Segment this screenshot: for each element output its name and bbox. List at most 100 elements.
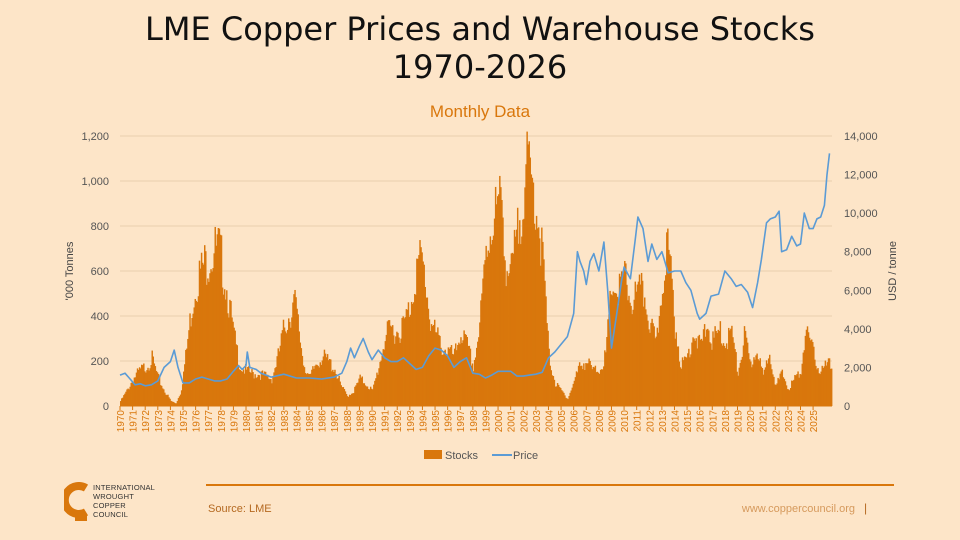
stocks-bar — [336, 378, 338, 406]
stocks-bar — [778, 379, 780, 406]
stocks-bar — [445, 355, 447, 406]
legend-stocks-label: Stocks — [445, 450, 479, 462]
stocks-bar — [599, 369, 602, 406]
stocks-bar — [541, 227, 543, 406]
stocks-bar — [432, 324, 435, 406]
stocks-bar — [486, 256, 488, 406]
stocks-bar — [421, 252, 423, 406]
stocks-bar — [499, 175, 501, 406]
stocks-bar — [438, 334, 440, 406]
stocks-bar — [436, 332, 438, 406]
stocks-bar — [820, 371, 822, 406]
stocks-bar — [175, 403, 178, 406]
y-right-axis-title: USD / tonne — [887, 241, 899, 301]
stocks-bar — [473, 359, 476, 406]
stocks-bar — [391, 325, 394, 406]
stocks-bar — [513, 229, 516, 406]
stocks-bar — [148, 370, 150, 406]
stocks-bar — [160, 385, 163, 406]
stocks-bar — [345, 393, 348, 406]
stocks-bar — [136, 368, 139, 406]
stocks-bar — [804, 335, 807, 406]
x-tick-label: 1973 — [154, 410, 165, 433]
stocks-bar — [609, 290, 611, 406]
stocks-bar — [251, 369, 253, 406]
stocks-bar — [771, 369, 773, 406]
stocks-bar — [565, 397, 567, 406]
stocks-bar — [558, 387, 561, 406]
stocks-bar — [807, 332, 810, 406]
stocks-bar — [233, 327, 235, 406]
stocks-bar — [787, 389, 790, 406]
stocks-bar — [458, 342, 460, 406]
stocks-bar — [223, 289, 226, 406]
stocks-bar — [582, 369, 584, 406]
stocks-bar — [479, 322, 481, 406]
stocks-bar — [612, 291, 614, 406]
stocks-bar — [521, 236, 523, 406]
stocks-bar — [281, 330, 284, 406]
stocks-bar — [408, 316, 411, 406]
stocks-bar — [617, 305, 620, 406]
stocks-bar — [501, 199, 503, 406]
stocks-bar — [776, 383, 778, 406]
stocks-bar — [671, 278, 673, 406]
stocks-bar — [319, 362, 321, 406]
stocks-bar — [524, 187, 526, 406]
stocks-bar — [583, 363, 585, 406]
stocks-bar — [227, 313, 229, 406]
stocks-bar — [717, 329, 719, 406]
stocks-bar — [573, 380, 576, 406]
stocks-bar — [396, 331, 398, 406]
x-tick-label: 1999 — [481, 410, 492, 433]
stocks-bar — [812, 342, 814, 406]
stocks-bar — [791, 380, 793, 406]
stocks-bar — [437, 327, 439, 406]
stocks-bar — [162, 388, 164, 406]
stocks-bar — [596, 371, 599, 406]
stocks-bar — [262, 374, 265, 406]
stocks-bar — [346, 396, 349, 406]
stocks-bar — [461, 343, 463, 406]
stocks-bar — [200, 252, 203, 406]
stocks-bar — [692, 337, 694, 406]
stocks-bar — [763, 369, 766, 406]
x-tick-label: 1975 — [179, 410, 190, 433]
stocks-bar — [385, 334, 388, 406]
stocks-bar — [247, 367, 249, 406]
stocks-bar — [485, 245, 487, 406]
stocks-bar — [470, 365, 473, 406]
stocks-bar — [416, 258, 418, 406]
stocks-bar — [333, 372, 335, 406]
stocks-bar — [291, 317, 293, 406]
stocks-bar — [397, 332, 399, 406]
stocks-bar — [696, 348, 698, 406]
stocks-bar — [120, 401, 122, 406]
stocks-bar — [589, 360, 591, 406]
stocks-bar — [624, 260, 626, 406]
stocks-bar — [830, 368, 833, 406]
stocks-bar — [745, 337, 748, 406]
stocks-bar — [795, 375, 797, 406]
stocks-bar — [305, 374, 308, 406]
stocks-bar — [713, 337, 715, 406]
y-right-tick-label: 14,000 — [844, 131, 878, 143]
stocks-bar — [697, 336, 700, 406]
stocks-bar — [457, 344, 459, 406]
stocks-bar — [780, 371, 782, 406]
stocks-bar — [674, 338, 676, 406]
stocks-bar — [504, 260, 506, 406]
stocks-bar — [711, 349, 713, 406]
stocks-bar — [387, 320, 390, 406]
stocks-bar — [144, 371, 146, 406]
x-tick-label: 1982 — [267, 410, 278, 433]
stocks-bar — [171, 401, 173, 406]
x-tick-label: 2006 — [570, 410, 581, 433]
stocks-bar — [468, 345, 471, 406]
stocks-bar — [348, 394, 351, 406]
stocks-bar — [604, 350, 606, 406]
stocks-bar — [423, 264, 425, 406]
stocks-bar — [357, 382, 359, 406]
y-left-tick-label: 400 — [91, 311, 109, 323]
website-link[interactable]: www.coppercouncil.org — [741, 503, 855, 515]
